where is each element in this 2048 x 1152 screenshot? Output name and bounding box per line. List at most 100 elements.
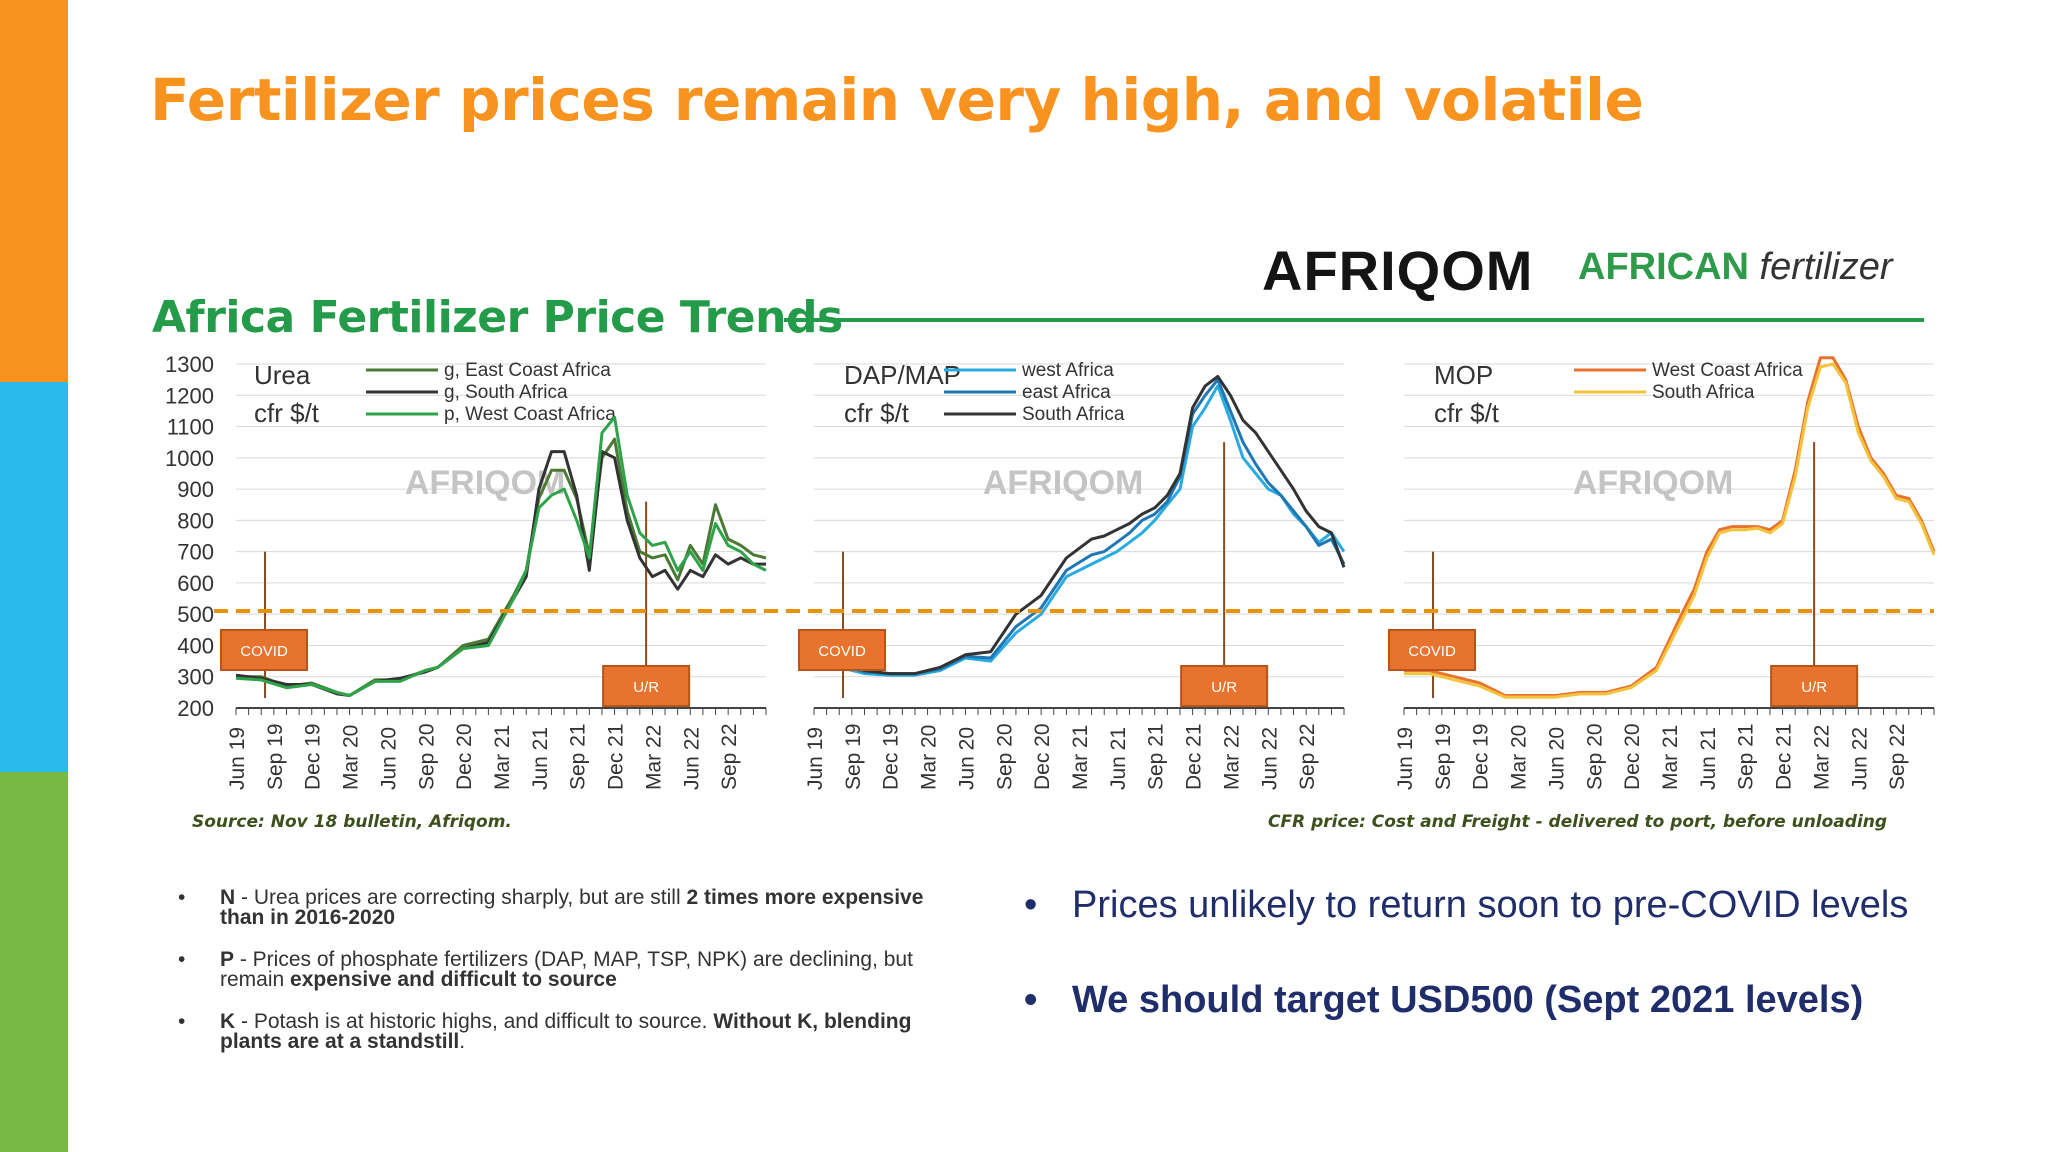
bullet-text: We should target USD500 (Sept 2021 level… <box>1072 979 1864 1021</box>
side-band-blue <box>0 382 68 772</box>
panel-title: DAP/MAP <box>844 360 961 390</box>
bullet-dot: • <box>178 886 186 909</box>
bullet-text: Prices unlikely to return soon to pre-CO… <box>1072 884 1909 926</box>
x-tick-label: Sep 19 <box>842 723 865 790</box>
right-bullet-list: • Prices unlikely to return soon to pre-C… <box>1020 884 2020 1074</box>
annotation-label: COVID <box>240 643 288 660</box>
x-tick-label: Sep 22 <box>718 723 741 790</box>
y-tick-label: 400 <box>177 633 214 658</box>
side-band-green <box>0 772 68 1152</box>
african-fertilizer-logo: AFRICAN fertilizer <box>1578 246 1893 289</box>
x-tick-label: Mar 20 <box>340 725 363 790</box>
x-tick-label: Sep 21 <box>1145 723 1168 790</box>
annotation-box <box>1770 665 1859 707</box>
x-tick-label: Jun 19 <box>1394 727 1417 790</box>
x-tick-label: Jun 20 <box>1545 727 1568 790</box>
y-tick-label: 200 <box>177 696 214 721</box>
legend-label: g, South Africa <box>444 382 568 403</box>
panel-subtitle: cfr $/t <box>254 398 320 428</box>
left-bullet-item: • N - Urea prices are correcting sharply,… <box>170 886 930 929</box>
annotation-box <box>220 629 309 671</box>
left-bullet-list: • N - Urea prices are correcting sharply,… <box>170 886 930 1074</box>
bullet-dot: • <box>178 1010 186 1033</box>
series-line <box>813 375 1346 676</box>
y-tick-label: 600 <box>177 571 214 596</box>
y-tick-label: 900 <box>177 477 214 502</box>
x-tick-label: Dec 20 <box>1621 723 1644 790</box>
x-tick-label: Sep 20 <box>1583 723 1606 790</box>
x-tick-label: Mar 22 <box>1810 725 1833 790</box>
x-tick-label: Sep 21 <box>1735 723 1758 790</box>
cfr-caption: CFR price: Cost and Freight - delivered … <box>1268 812 1888 832</box>
figure-title: Africa Fertilizer Price Trends <box>152 292 843 343</box>
x-tick-label: Jun 21 <box>529 727 552 790</box>
x-tick-label: Dec 19 <box>1470 723 1493 790</box>
series-line <box>235 415 767 697</box>
panel-subtitle: cfr $/t <box>844 398 910 428</box>
right-bullet-item: • We should target USD500 (Sept 2021 leve… <box>1020 979 2020 1022</box>
x-tick-label: Sep 22 <box>1886 723 1909 790</box>
series-line <box>1404 362 1936 699</box>
x-tick-label: Jun 19 <box>804 727 827 790</box>
x-tick-label: Dec 19 <box>302 723 325 790</box>
annotation-box <box>602 665 691 707</box>
x-tick-label: Dec 19 <box>880 723 903 790</box>
series-line <box>813 384 1346 677</box>
y-tick-label: 1000 <box>165 446 214 471</box>
y-tick-label: 800 <box>177 508 214 533</box>
bullet-lead: P <box>220 948 235 971</box>
x-tick-label: Dec 20 <box>1031 723 1054 790</box>
legend-label: east Africa <box>1022 382 1111 403</box>
x-tick-label: Sep 19 <box>1432 723 1455 790</box>
bullet-text: - Prices of phosphate fertilizers (DAP, … <box>220 948 913 991</box>
y-tick-label: 1300 <box>165 352 214 377</box>
bullet-lead: N <box>220 886 236 909</box>
y-tick-label: 1200 <box>165 383 214 408</box>
x-tick-label: Sep 19 <box>264 723 287 790</box>
bullet-dot: • <box>178 948 186 971</box>
x-tick-label: Jun 21 <box>1697 727 1720 790</box>
legend-label: South Africa <box>1652 382 1755 403</box>
x-tick-label: Mar 21 <box>1069 725 1092 790</box>
panel-title: MOP <box>1434 360 1493 390</box>
x-tick-label: Mar 22 <box>642 725 665 790</box>
x-tick-label: Sep 22 <box>1296 723 1319 790</box>
figure-title-rule <box>784 318 1924 322</box>
african-italic: fertilizer <box>1759 246 1893 288</box>
panel-title: Urea <box>254 360 311 390</box>
bullet-dot: • <box>1024 884 1038 926</box>
watermark: AFRIQOM <box>983 464 1144 502</box>
y-tick-label: 500 <box>177 602 214 627</box>
x-tick-label: Mar 21 <box>1659 725 1682 790</box>
x-tick-label: Sep 21 <box>567 723 590 790</box>
x-tick-label: Jun 22 <box>680 727 703 790</box>
x-tick-label: Dec 21 <box>1183 723 1206 790</box>
y-tick-label: 700 <box>177 540 214 565</box>
bullet-dot: • <box>1024 979 1038 1021</box>
x-tick-label: Mar 21 <box>491 725 514 790</box>
left-bullet-item: • K - Potash is at historic highs, and di… <box>170 1010 930 1053</box>
x-tick-label: Jun 22 <box>1258 727 1281 790</box>
legend-label: west Africa <box>1021 360 1114 381</box>
x-tick-label: Jun 20 <box>377 727 400 790</box>
annotation-label: U/R <box>1211 679 1237 696</box>
annotation-box <box>1180 665 1269 707</box>
side-band-orange <box>0 0 68 382</box>
bullet-emphasis: 2 times more expensive than in 2016-2020 <box>220 886 924 929</box>
afriqom-logo: AFRIQOM <box>1262 239 1534 302</box>
x-tick-label: Jun 22 <box>1848 727 1871 790</box>
right-bullet-item: • Prices unlikely to return soon to pre-C… <box>1020 884 2020 927</box>
bullet-emphasis: Without K, blending plants are at a stan… <box>220 1010 912 1053</box>
panel-subtitle: cfr $/t <box>1434 398 1500 428</box>
legend-label: South Africa <box>1022 404 1125 425</box>
annotation-label: COVID <box>818 643 866 660</box>
bullet-tail: . <box>459 1030 466 1053</box>
x-tick-label: Sep 20 <box>993 723 1016 790</box>
source-caption: Source: Nov 18 bulletin, Afriqom. <box>192 812 512 832</box>
bullet-text: - Urea prices are correcting sharply, bu… <box>235 886 687 909</box>
annotation-label: U/R <box>1801 679 1827 696</box>
bullet-emphasis: expensive and difficult to source <box>290 968 617 991</box>
bullet-lead: K <box>220 1010 236 1033</box>
x-tick-label: Mar 20 <box>1508 725 1531 790</box>
